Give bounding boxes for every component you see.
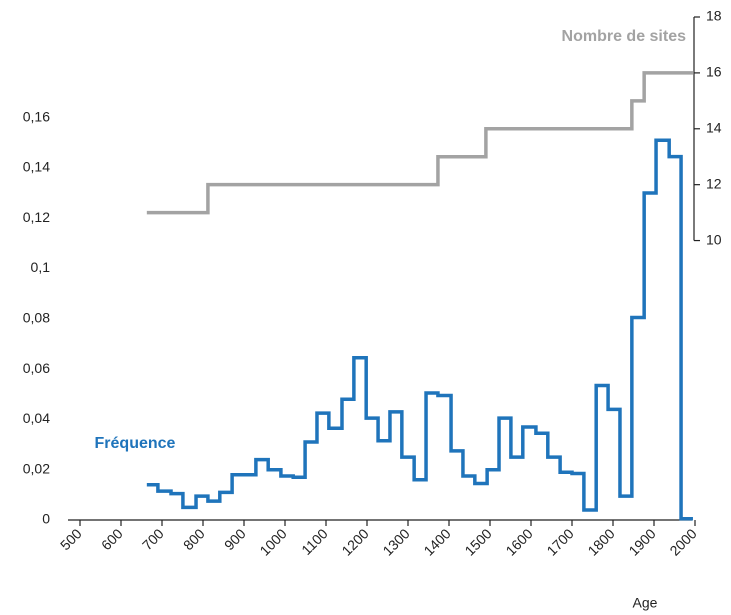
legend-label: Fréquence bbox=[95, 435, 176, 452]
legend-label: Nombre de sites bbox=[562, 28, 687, 45]
x-tick-label: 1100 bbox=[298, 525, 331, 558]
y2-tick-label: 14 bbox=[706, 119, 722, 135]
y-tick-label: 0,1 bbox=[31, 259, 51, 275]
y-tick-label: 0,14 bbox=[23, 159, 50, 175]
y2-tick-label: 16 bbox=[706, 64, 722, 80]
y2-tick-label: 18 bbox=[706, 8, 722, 24]
x-tick-label: 600 bbox=[98, 525, 126, 553]
x-tick-label: 900 bbox=[221, 525, 249, 553]
step-line bbox=[146, 71, 693, 215]
x-tick-label: 1300 bbox=[379, 525, 412, 558]
x-tick-label: 700 bbox=[139, 525, 167, 553]
y-tick-label: 0,08 bbox=[23, 310, 50, 326]
x-tick-label: 1900 bbox=[625, 525, 658, 558]
x-tick-label: 1200 bbox=[338, 525, 371, 558]
y-tick-label: 0,06 bbox=[23, 360, 50, 376]
x-tick-label: 1000 bbox=[256, 525, 289, 558]
x-tick-label: 1500 bbox=[461, 525, 494, 558]
x-tick-label: 1700 bbox=[543, 525, 576, 558]
x-tick-label: 1600 bbox=[502, 525, 535, 558]
y2-tick-label: 10 bbox=[706, 231, 722, 247]
step-line bbox=[146, 138, 693, 521]
y-tick-label: 0,12 bbox=[23, 209, 50, 225]
x-tick-label: 2000 bbox=[666, 525, 699, 558]
x-tick-label: 800 bbox=[180, 525, 208, 553]
y-tick-label: 0,04 bbox=[23, 410, 50, 426]
y2-tick-label: 12 bbox=[706, 175, 722, 191]
y-tick-label: 0,16 bbox=[23, 108, 50, 124]
x-tick-label: 1400 bbox=[420, 525, 453, 558]
x-tick-label: 500 bbox=[57, 525, 85, 553]
y-tick-label: 0 bbox=[42, 511, 50, 527]
x-axis-label: Age bbox=[633, 595, 658, 611]
y-tick-label: 0,02 bbox=[23, 460, 50, 476]
x-tick-label: 1800 bbox=[584, 525, 617, 558]
